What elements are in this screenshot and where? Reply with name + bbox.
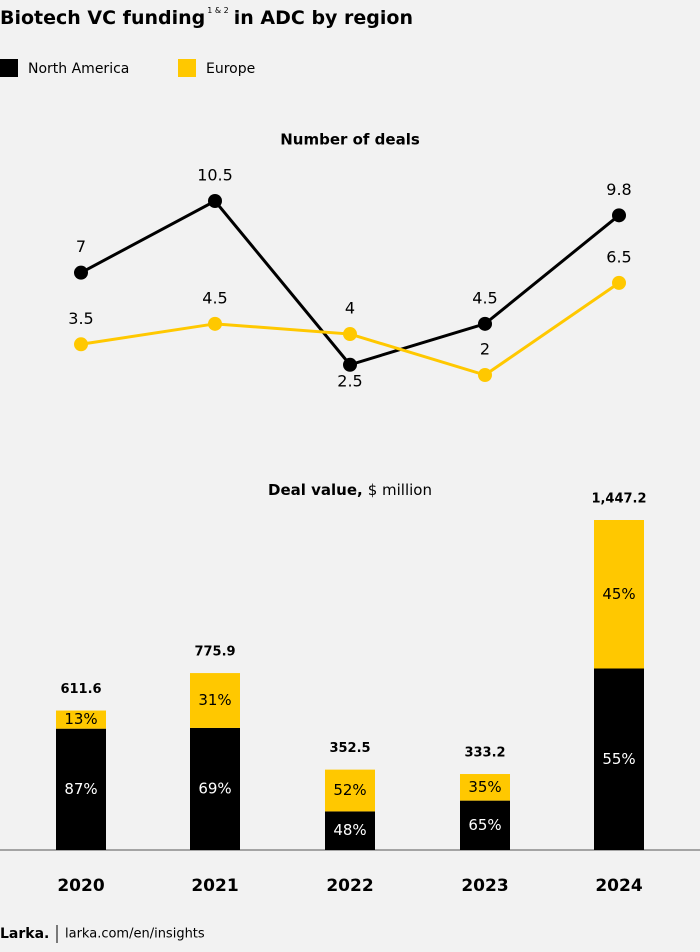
- data-label: 2.5: [337, 371, 362, 390]
- data-label: 6.5: [606, 247, 631, 266]
- data-point: [208, 316, 222, 331]
- title-rest: in ADC by region: [234, 7, 413, 29]
- subchart-title: Number of deals: [280, 131, 420, 149]
- bar-segment: [594, 668, 644, 850]
- title-main: Deal value,: [268, 481, 363, 499]
- bar-segment: [325, 811, 375, 850]
- legend-label: Europe: [206, 61, 255, 77]
- total-label: 611.6: [60, 682, 101, 697]
- data-point: [478, 368, 492, 382]
- total-label: 775.9: [194, 645, 235, 660]
- segment-label: 69%: [198, 779, 231, 797]
- segment-label: 87%: [64, 780, 97, 798]
- data-point: [478, 316, 492, 331]
- data-label: 7: [76, 237, 86, 256]
- footer-link: larka.com/en/insights: [65, 927, 205, 942]
- bar-segment: [325, 769, 375, 812]
- x-tick-label: 2024: [595, 876, 642, 896]
- bar-segment: [190, 673, 240, 728]
- total-label: 1,447.2: [591, 492, 646, 507]
- bar-segment: [460, 774, 510, 801]
- segment-label: 31%: [198, 691, 231, 709]
- segment-label: 52%: [333, 781, 366, 799]
- data-point: [208, 194, 222, 208]
- data-point: [74, 265, 88, 280]
- data-label: 4.5: [202, 288, 227, 307]
- data-label: 2: [480, 340, 490, 359]
- data-point: [74, 337, 88, 352]
- data-point: [612, 208, 626, 223]
- bar-segment: [594, 520, 644, 669]
- segment-label: 55%: [602, 750, 635, 768]
- segment-label: 13%: [64, 710, 97, 728]
- x-tick-label: 2022: [326, 876, 373, 896]
- x-tick-label: 2021: [191, 876, 238, 896]
- title-main: Biotech VC funding: [0, 7, 205, 29]
- data-label: 10.5: [197, 166, 233, 185]
- data-point: [343, 357, 357, 372]
- data-label: 4.5: [472, 288, 497, 307]
- data-label: 4: [345, 299, 355, 318]
- data-label: 3.5: [68, 309, 93, 328]
- segment-label: 35%: [468, 778, 501, 796]
- data-point: [343, 327, 357, 342]
- segment-label: 65%: [468, 816, 501, 834]
- footer-brand: Larka.: [0, 926, 49, 942]
- total-label: 333.2: [464, 746, 505, 761]
- segment-label: 48%: [333, 821, 366, 839]
- legend-swatch: [178, 59, 196, 77]
- data-point: [612, 275, 626, 290]
- bar-segment: [56, 710, 106, 729]
- bar-segment: [460, 800, 510, 850]
- page-title: Biotech VC funding 1 & 2 in ADC by region: [0, 6, 413, 29]
- total-label: 352.5: [329, 741, 370, 756]
- title-superscript: 1 & 2: [207, 6, 229, 15]
- subchart-title: Deal value, $ million: [268, 481, 432, 499]
- bar-segment: [190, 727, 240, 850]
- bar-segment: [56, 728, 106, 850]
- legend-label: North America: [28, 61, 129, 77]
- x-tick-label: 2023: [461, 876, 508, 896]
- data-label: 9.8: [606, 180, 631, 199]
- legend-swatch: [0, 59, 18, 77]
- x-tick-label: 2020: [57, 876, 104, 896]
- title-unit: $ million: [368, 481, 432, 499]
- segment-label: 45%: [602, 585, 635, 603]
